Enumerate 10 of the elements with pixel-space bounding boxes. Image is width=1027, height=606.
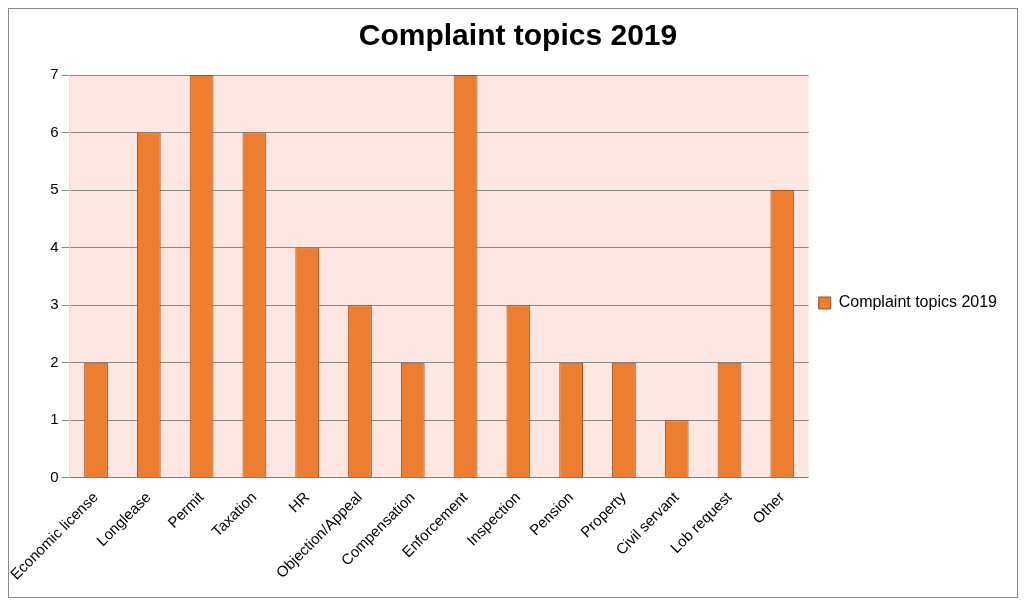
- y-tick-label: 7: [50, 65, 59, 83]
- legend-label: Complaint topics 2019: [838, 293, 998, 311]
- y-tick-label: 6: [50, 122, 59, 140]
- chart-title: Complaint topics 2019: [358, 18, 678, 52]
- y-tick-label: 5: [50, 180, 59, 198]
- y-tick-label: 3: [50, 295, 59, 313]
- y-tick-label: 1: [50, 410, 59, 428]
- y-tick-label: 0: [50, 467, 59, 485]
- y-tick-label: 2: [50, 352, 59, 370]
- y-tick-label: 4: [50, 237, 59, 255]
